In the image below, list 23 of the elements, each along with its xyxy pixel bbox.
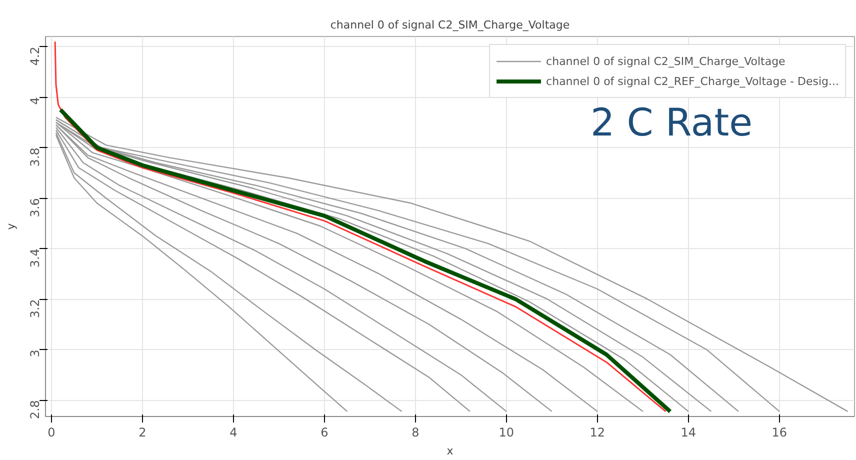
y-tick-label: 4 (28, 97, 42, 105)
chart-title: channel 0 of signal C2_SIM_Charge_Voltage (330, 18, 570, 32)
y-tick-label: 3.6 (28, 198, 42, 218)
y-tick-label: 2.8 (28, 400, 42, 420)
y-tick-label: 3.2 (28, 299, 42, 318)
x-tick-label: 14 (680, 426, 696, 440)
x-tick-label: 8 (412, 426, 420, 440)
x-tick-label: 16 (772, 426, 788, 440)
x-axis-title: x (446, 444, 454, 458)
x-tick-label: 2 (138, 426, 146, 440)
annotation: 2 C Rate (590, 100, 753, 144)
y-tick-label: 3.4 (28, 248, 42, 268)
y-tick-label: 3.8 (28, 148, 42, 167)
legend-label: channel 0 of signal C2_SIM_Charge_Voltage (546, 54, 786, 68)
y-axis-title: y (4, 222, 18, 230)
x-tick-label: 12 (590, 426, 606, 440)
y-tick-label: 3 (28, 350, 42, 358)
x-tick-label: 10 (498, 426, 514, 440)
x-tick-label: 4 (230, 426, 238, 440)
x-tick-label: 6 (320, 426, 328, 440)
legend-label: channel 0 of signal C2_REF_Charge_Voltage - Desig... (546, 74, 839, 88)
y-tick-label: 4.2 (28, 46, 42, 66)
x-tick-label: 0 (48, 426, 56, 440)
